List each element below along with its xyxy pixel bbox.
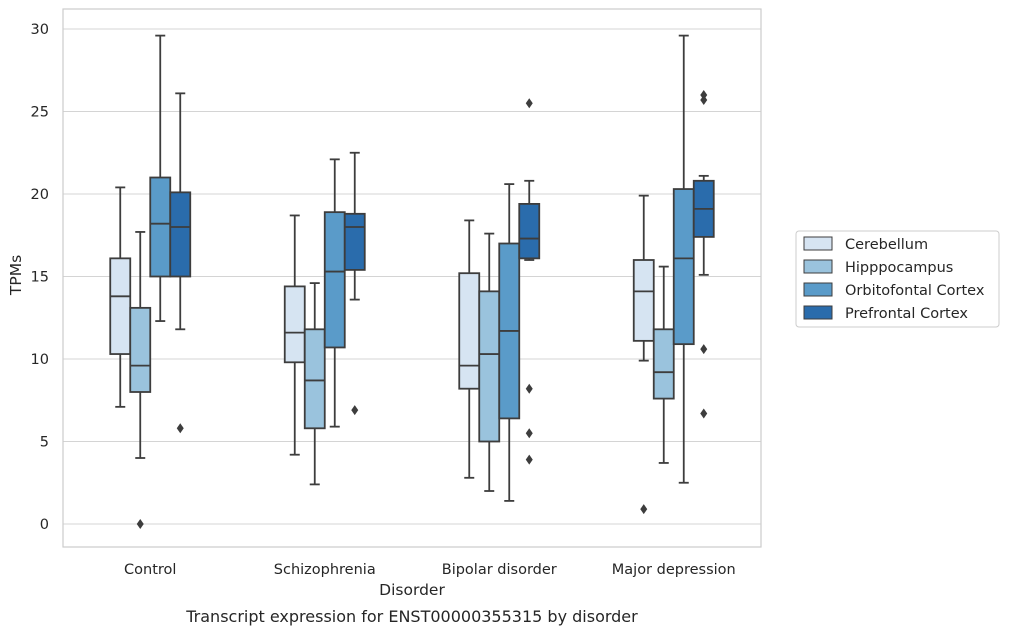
- iqr-box: [283, 285, 306, 364]
- legend-swatch: [803, 305, 833, 320]
- legend-swatch: [803, 259, 833, 274]
- box-orbitofontal-cortex: [323, 158, 346, 428]
- iqr-box: [303, 328, 326, 430]
- x-tick-label: Control: [124, 562, 176, 578]
- box-prefrontal-cortex: [169, 92, 192, 434]
- outlier-point: [525, 428, 533, 439]
- box-orbitofontal-cortex: [498, 183, 521, 502]
- outlier-point: [525, 383, 533, 394]
- x-tick-labels: Control Schizophrenia Bipolar disorder Majo…: [124, 562, 736, 578]
- box-cerebellum: [632, 194, 655, 515]
- y-tick-label: 30: [31, 22, 49, 38]
- box-cerebellum: [458, 219, 481, 479]
- iqr-box: [129, 306, 152, 393]
- outlier-point: [640, 504, 648, 515]
- y-tick-label: 5: [40, 435, 49, 451]
- plot-frame: [62, 8, 762, 548]
- box-hipppocampus: [303, 282, 326, 486]
- box-hipppocampus: [129, 231, 152, 529]
- outlier-point: [700, 408, 708, 419]
- box-hipppocampus: [478, 232, 501, 492]
- legend-frame: [795, 230, 1000, 328]
- y-tick-label: 25: [31, 105, 49, 121]
- box-prefrontal-cortex: [518, 98, 541, 465]
- outlier-point: [525, 454, 533, 465]
- y-tick-labels: 0 5 10 15 20 25 30: [31, 22, 49, 533]
- legend-swatch: [803, 236, 833, 251]
- legend-label: Cerebellum: [845, 237, 928, 253]
- iqr-box: [149, 176, 172, 278]
- legend-label: Prefrontal Cortex: [845, 306, 968, 322]
- x-axis-label: Disorder: [379, 581, 445, 599]
- legend-swatch: [803, 282, 833, 297]
- x-tick-label: Schizophrenia: [274, 562, 376, 578]
- iqr-box: [672, 188, 695, 346]
- y-axis-label: TPMs: [7, 255, 25, 296]
- iqr-box: [632, 259, 655, 342]
- box-orbitofontal-cortex: [149, 34, 172, 322]
- outlier-point: [136, 519, 144, 529]
- outlier-point: [351, 405, 359, 416]
- y-tick-label: 0: [40, 517, 49, 533]
- iqr-box: [323, 211, 346, 349]
- box-plot-series: [109, 34, 715, 529]
- y-tick-label: 10: [31, 352, 49, 368]
- y-tick-label: 20: [31, 187, 49, 203]
- box-orbitofontal-cortex: [672, 34, 695, 484]
- chart-caption: Transcript expression for ENST0000035531…: [185, 607, 638, 626]
- outlier-point: [700, 94, 708, 105]
- box-cerebellum: [109, 186, 132, 408]
- iqr-box: [652, 328, 675, 400]
- outlier-point: [176, 423, 184, 434]
- box-hipppocampus: [652, 265, 675, 464]
- box-prefrontal-cortex: [692, 90, 715, 419]
- outlier-point: [700, 344, 708, 355]
- y-tick-label: 15: [31, 270, 49, 286]
- x-tick-label: Bipolar disorder: [442, 562, 557, 578]
- x-tick-label: Major depression: [612, 562, 736, 578]
- legend-label: Hipppocampus: [845, 260, 953, 276]
- iqr-box: [478, 290, 501, 443]
- iqr-box: [458, 272, 481, 390]
- box-cerebellum: [283, 214, 306, 456]
- legend: Cerebellum Hipppocampus Orbitofontal Corte…: [795, 230, 1000, 328]
- iqr-box: [518, 202, 541, 260]
- iqr-box: [343, 212, 366, 271]
- outlier-point: [525, 98, 533, 109]
- iqr-box: [169, 191, 192, 278]
- box-prefrontal-cortex: [343, 151, 366, 416]
- iqr-box: [109, 257, 132, 355]
- legend-label: Orbitofontal Cortex: [845, 283, 985, 299]
